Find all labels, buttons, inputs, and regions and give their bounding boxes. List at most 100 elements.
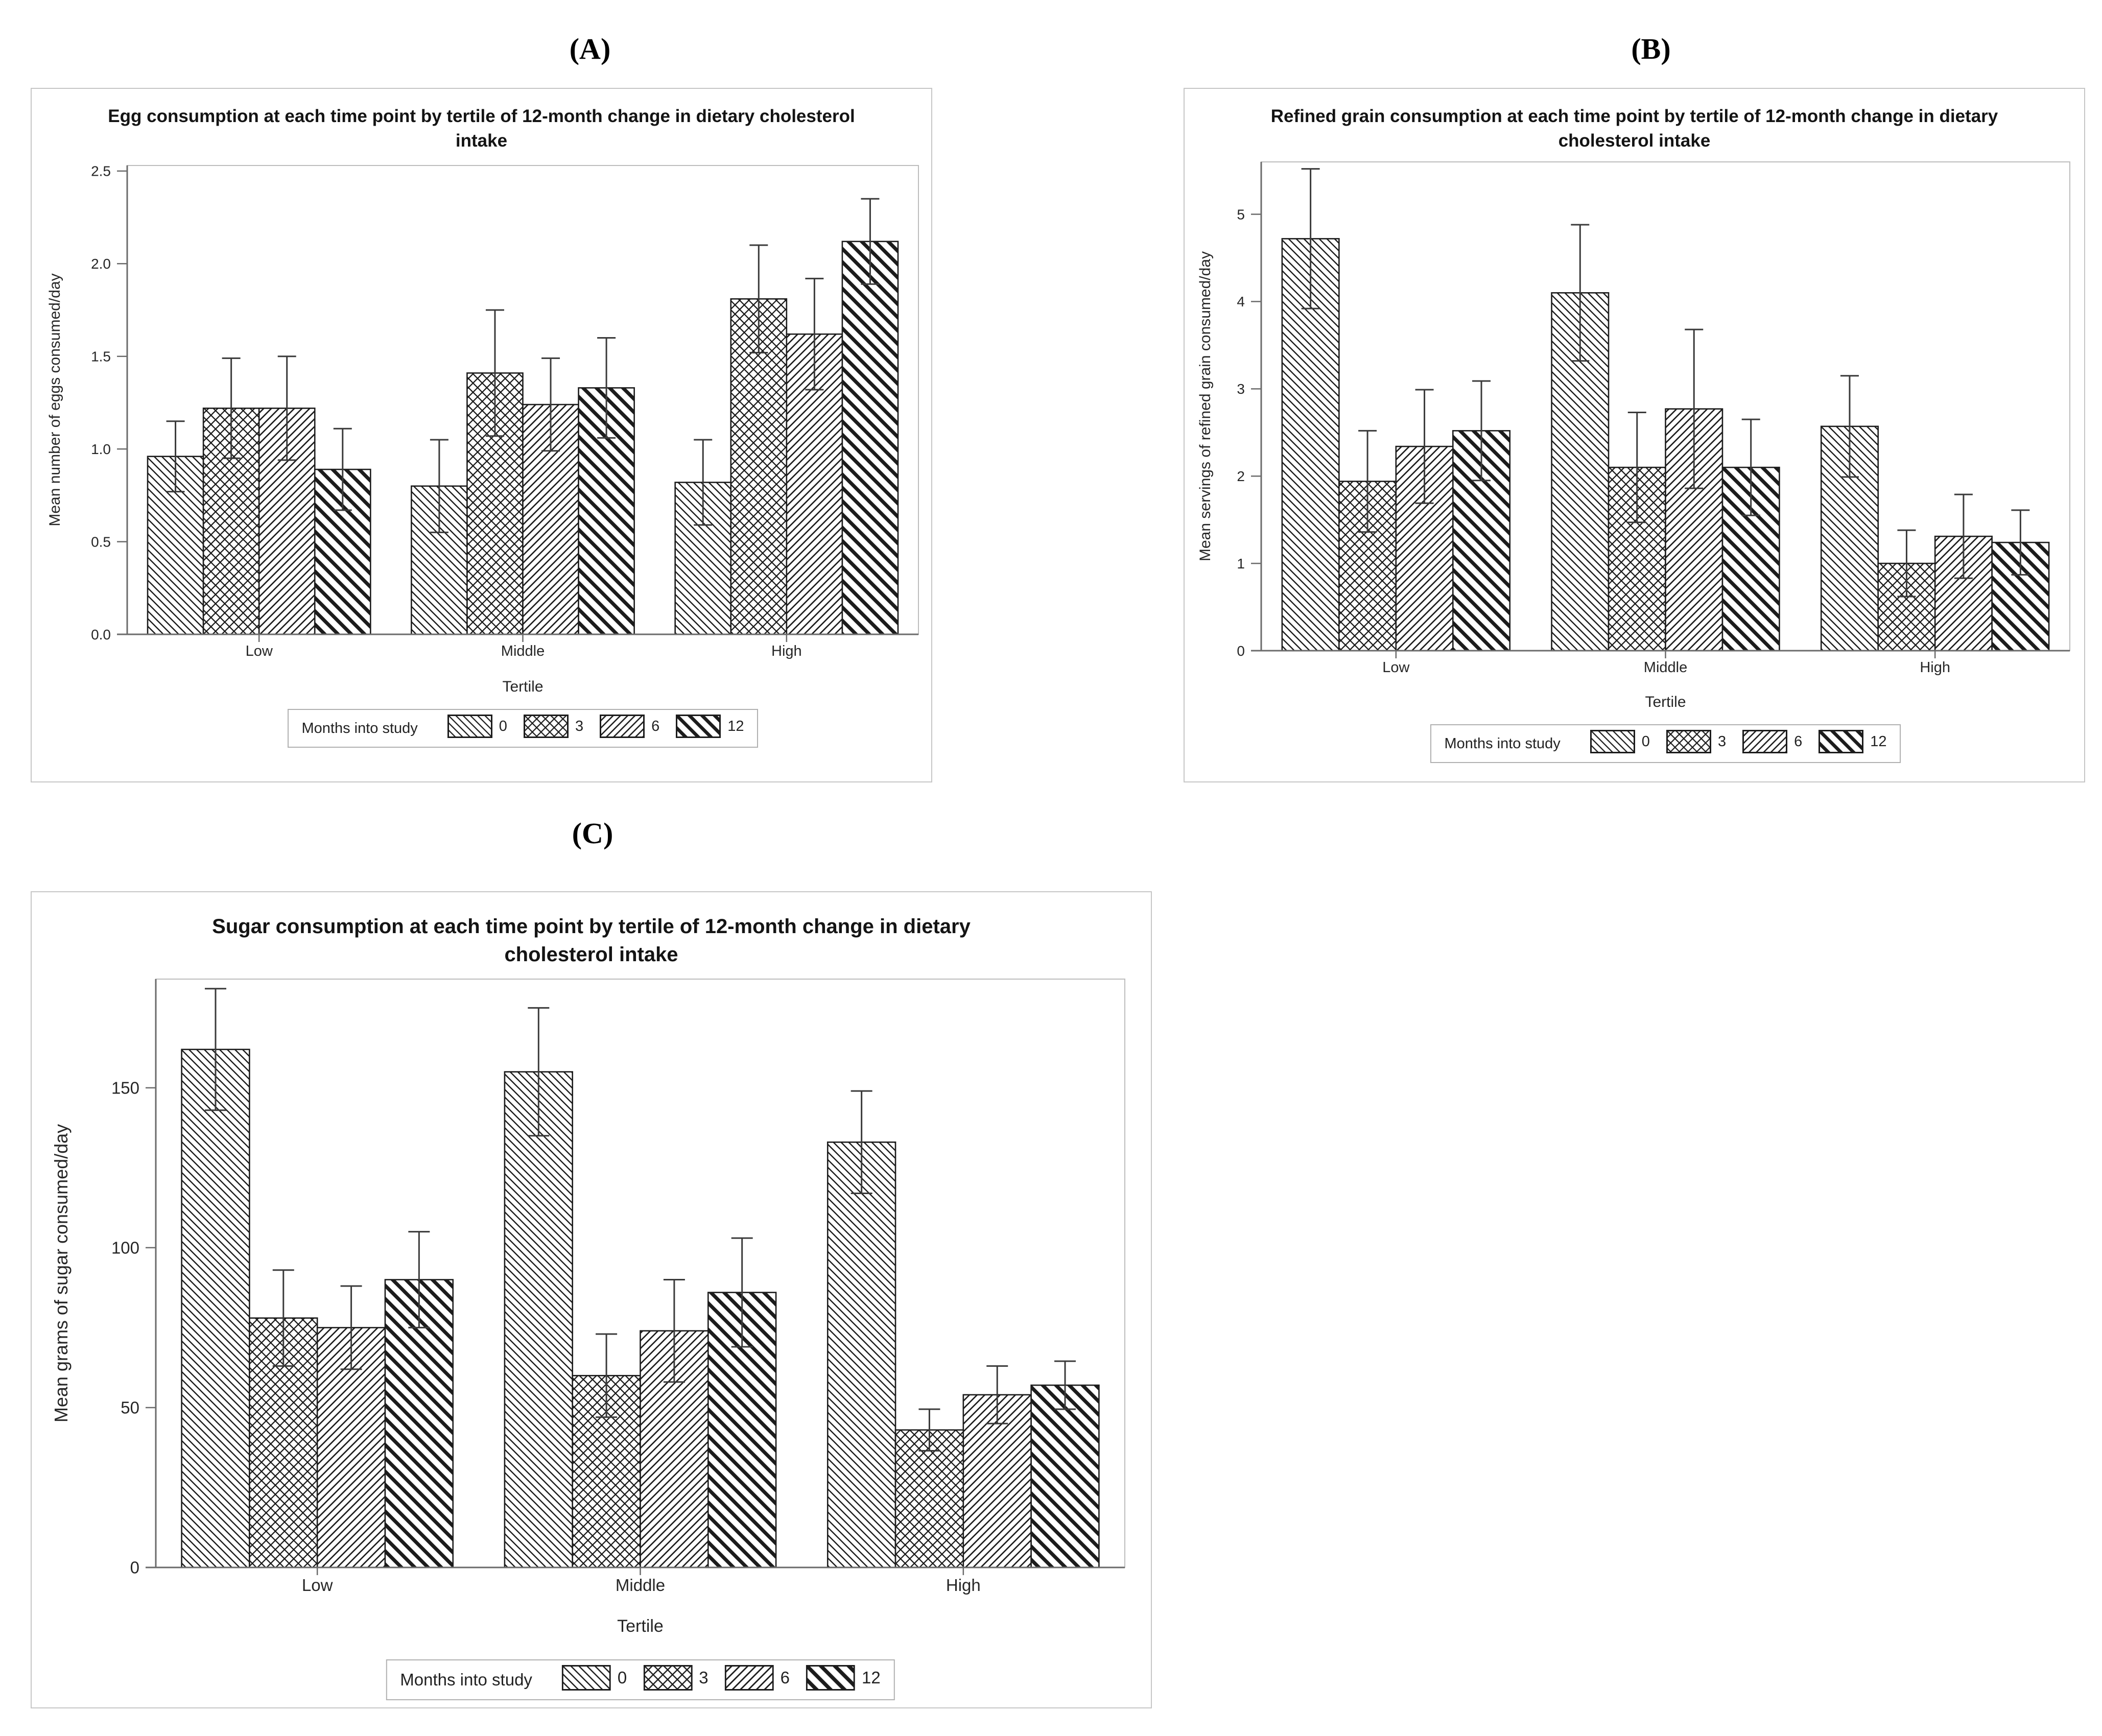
legend-item-month-3: 3: [1666, 730, 1726, 753]
x-axis-title: Tertile: [1645, 694, 1686, 710]
y-axis: 0.0 0.5 1.0 1.5 2.0 2.5: [91, 163, 127, 643]
diag-down-thin-swatch-icon: [447, 715, 492, 738]
y-axis-title: Mean number of eggs consumed/day: [46, 273, 63, 526]
y-tick-label: 1.5: [91, 349, 111, 365]
legend-item-label: 3: [1717, 733, 1727, 750]
bar-middle-month-0: [504, 1071, 574, 1568]
diag-down-thick-swatch-icon: [806, 1665, 855, 1691]
y-tick-label: 5: [1237, 206, 1245, 222]
x-category-label: Low: [246, 643, 273, 659]
bar-high-month-0: [826, 1142, 896, 1568]
y-tick-label: 50: [121, 1398, 139, 1417]
x-axis: Low Middle High: [302, 1567, 981, 1595]
y-tick-label: 0.0: [91, 627, 111, 643]
bars: [1281, 238, 2050, 652]
chart-title: Sugar consumption at each time point by …: [212, 915, 971, 966]
x-axis: Low Middle High: [246, 634, 802, 659]
diag-up-thin-swatch-icon: [600, 715, 645, 738]
y-axis: 0 1 2 3 4 5: [1237, 206, 1261, 659]
legend-item-label: 0: [617, 1668, 627, 1687]
y-axis-title: Mean servings of refined grain consumed/…: [1197, 251, 1214, 561]
x-axis-title: Tertile: [502, 678, 543, 695]
legend-item-label: 6: [651, 718, 660, 734]
diag-down-thick-swatch-icon: [1818, 730, 1864, 753]
diag-down-thin-swatch-icon: [561, 1665, 611, 1691]
bars: [181, 1049, 1100, 1568]
x-category-label: Low: [302, 1576, 333, 1595]
legend-item-label: 3: [575, 718, 584, 734]
y-tick-label: 1: [1237, 556, 1245, 572]
bars: [147, 241, 899, 635]
x-category-label: Middle: [616, 1576, 665, 1595]
legend-item-month-6: 6: [1742, 730, 1802, 753]
legend-items: 0 3 6 12: [447, 715, 744, 742]
panel-egg-chart: Egg consumption at each time point by te…: [31, 88, 932, 782]
bar-high-month-12: [841, 241, 899, 635]
y-tick-label: 1.0: [91, 441, 111, 457]
panel-sugar-chart: Sugar consumption at each time point by …: [31, 891, 1152, 1708]
panel-label-a: (A): [569, 32, 611, 65]
y-tick-label: 150: [111, 1078, 139, 1097]
legend-item-month-12: 12: [676, 715, 744, 738]
y-tick-label: 3: [1237, 381, 1245, 397]
x-category-label: High: [771, 643, 802, 659]
legend: Months into study 0 3 6 12: [1430, 724, 1901, 763]
legend-item-month-3: 3: [643, 1665, 708, 1691]
legend-items: 0 3 6 12: [1590, 730, 1886, 757]
refined-grain-bar-chart: 0 1 2 3 4 5 Low Middle High Tertile Mean servings …: [1197, 161, 2070, 710]
legend-item-month-12: 12: [806, 1665, 881, 1691]
sugar-bar-chart: 0 50 100 150 Low Middle High Tertile Mean grams …: [51, 979, 1125, 1636]
legend-items: 0 3 6 12: [561, 1665, 881, 1695]
y-tick-label: 2: [1237, 468, 1245, 484]
legend-item-label: 6: [1794, 733, 1803, 750]
crosshatch-swatch-icon: [523, 715, 569, 738]
x-axis-title: Tertile: [617, 1616, 664, 1636]
legend: Months into study 0 3 6 12: [386, 1659, 895, 1700]
egg-bar-chart: 0.0 0.5 1.0 1.5 2.0 2.5 Low Middle High Tertile Me…: [46, 163, 919, 695]
diag-up-thin-swatch-icon: [1742, 730, 1788, 753]
error-bars: [204, 988, 1076, 1452]
y-tick-label: 4: [1237, 294, 1245, 310]
legend-item-label: 6: [780, 1668, 790, 1687]
diag-down-thin-swatch-icon: [1590, 730, 1635, 753]
legend-item-label: 12: [862, 1668, 881, 1687]
x-category-label: Middle: [501, 643, 545, 659]
y-tick-label: 2.0: [91, 256, 111, 272]
x-axis: Low Middle High: [1382, 651, 1950, 676]
legend-item-label: 0: [1641, 733, 1650, 750]
bar-high-month-6: [962, 1394, 1032, 1568]
bar-low-month-0: [181, 1049, 250, 1568]
legend-item-month-12: 12: [1818, 730, 1886, 753]
legend-item-label: 0: [499, 718, 507, 734]
legend-title: Months into study: [400, 1670, 532, 1689]
error-bars: [1301, 168, 2030, 598]
chart-title: Egg consumption at each time point by te…: [108, 106, 855, 151]
bar-high-month-12: [1030, 1384, 1100, 1568]
legend: Months into study 0 3 6 12: [287, 709, 759, 748]
x-category-label: Middle: [1644, 659, 1687, 676]
y-tick-label: 0.5: [91, 534, 111, 550]
diag-up-thin-swatch-icon: [724, 1665, 774, 1691]
x-category-label: High: [946, 1576, 981, 1595]
crosshatch-swatch-icon: [1666, 730, 1711, 753]
chart-title: Refined grain consumption at each time p…: [1270, 106, 1998, 151]
y-tick-label: 2.5: [91, 163, 111, 179]
y-tick-label: 0: [130, 1558, 139, 1577]
x-category-label: High: [1920, 659, 1950, 676]
bar-high-month-3: [730, 298, 788, 635]
legend-item-month-0: 0: [447, 715, 507, 738]
legend-item-month-0: 0: [1590, 730, 1650, 753]
panel-label-c: (C): [572, 817, 613, 850]
x-category-label: Low: [1382, 659, 1410, 676]
legend-title: Months into study: [301, 720, 418, 736]
legend-item-month-6: 6: [724, 1665, 790, 1691]
panel-refined-grain-chart: Refined grain consumption at each time p…: [1184, 88, 2085, 782]
legend-item-label: 12: [727, 718, 744, 734]
crosshatch-swatch-icon: [643, 1665, 693, 1691]
panel-label-b: (B): [1631, 32, 1671, 65]
diag-down-thick-swatch-icon: [676, 715, 721, 738]
legend-item-month-6: 6: [600, 715, 659, 738]
error-bars: [166, 198, 880, 533]
legend-item-label: 12: [1870, 733, 1887, 750]
legend-item-month-0: 0: [561, 1665, 627, 1691]
